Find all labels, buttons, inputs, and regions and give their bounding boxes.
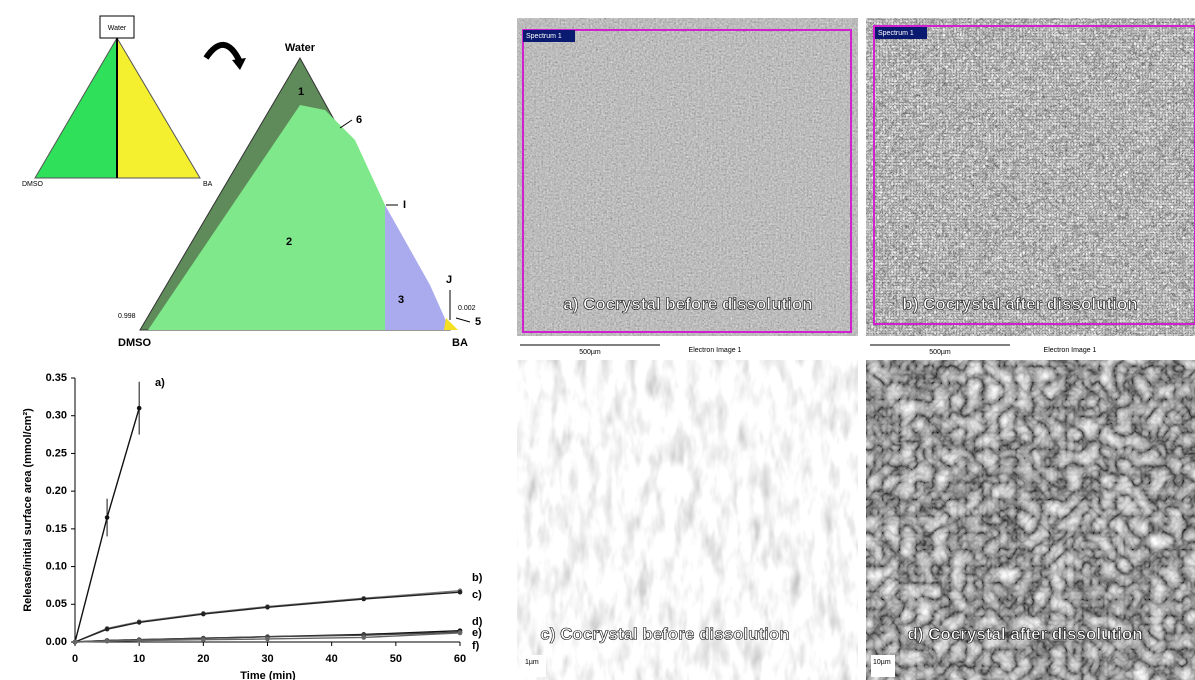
image-info: Electron Image 1 (689, 347, 742, 354)
data-point (201, 611, 206, 617)
caption: d) Cocrystal after dissolution (907, 624, 1142, 643)
marker-label: 6 (356, 114, 362, 126)
x-tick-label: 50 (390, 653, 402, 665)
image-info: Electron Image 1 (1044, 347, 1097, 354)
region (116, 36, 201, 179)
x-tick-label: 20 (197, 653, 209, 665)
scale-label: 1µm (525, 659, 539, 666)
caption: b) Cocrystal after dissolution (902, 294, 1137, 313)
y-tick-label: 0.25 (46, 447, 67, 459)
region (385, 205, 450, 330)
arrow-head (232, 58, 246, 70)
region-label: 1 (298, 86, 304, 98)
vertex-label: DMSO (22, 181, 44, 188)
y-tick-label: 0.15 (46, 523, 67, 535)
data-point (265, 636, 270, 642)
spectrum-label: Spectrum 1 (526, 33, 562, 40)
y-tick-label: 0.10 (46, 560, 67, 572)
data-point (265, 605, 270, 610)
caption: a) Cocrystal before dissolution (563, 294, 812, 313)
scale-box (871, 655, 895, 677)
large-ternary: Water DMSO BA 1 2 3 6 I J 5 0.998 0.002 (118, 42, 481, 349)
marker-label: J (446, 274, 452, 286)
sem-c: c) Cocrystal before dissolution 1µm (517, 360, 858, 680)
series-label: a) (155, 377, 165, 389)
scale-box (522, 655, 546, 677)
y-tick-label: 0.05 (46, 598, 67, 610)
sem-b: Spectrum 1 b) Cocrystal after dissolutio… (866, 18, 1195, 356)
spectrum-label: Spectrum 1 (878, 30, 914, 37)
y-tick-label: 0.35 (46, 372, 67, 384)
image (866, 360, 1195, 680)
data-point (136, 638, 142, 643)
region-label: 2 (286, 236, 292, 248)
x-tick-label: 40 (326, 653, 338, 665)
image (866, 18, 1195, 336)
data-point (104, 638, 110, 644)
series-label: d) (472, 616, 483, 628)
sem-a: Spectrum 1 a) Cocrystal before dissoluti… (517, 18, 858, 356)
y-tick-label: 0.00 (46, 636, 67, 648)
small-ternary: Water DMSO BA (22, 15, 246, 188)
series-label: e) (472, 627, 482, 639)
region (444, 318, 458, 330)
annotation: 0.002 (458, 305, 476, 312)
scale-label: 10µm (873, 659, 891, 666)
data-point (457, 589, 463, 595)
data-point (457, 630, 463, 636)
image (517, 360, 858, 680)
scale-label: 500µm (579, 349, 601, 356)
data-point (72, 639, 78, 645)
marker-label: I (403, 199, 406, 211)
series-label: b) (472, 572, 483, 584)
region-label: 3 (398, 294, 404, 306)
series-label: c) (472, 589, 482, 601)
y-axis-label: Release/initial surface area (mmol/cm²) (22, 408, 34, 612)
pointer (339, 119, 353, 129)
sem-d: d) Cocrystal after dissolution 10µm (866, 360, 1195, 680)
vertex-label: Water (285, 42, 316, 54)
y-tick-label: 0.30 (46, 410, 67, 422)
data-point (136, 620, 142, 625)
image (517, 18, 858, 336)
zoom-box (99, 15, 135, 39)
data-point (361, 635, 367, 640)
vertex-label: DMSO (118, 337, 151, 349)
data-point (361, 596, 367, 602)
label-bg (875, 27, 927, 39)
x-tick-label: 60 (454, 653, 466, 665)
vertex-label: BA (203, 181, 213, 188)
arrow (203, 42, 243, 64)
x-tick-label: 30 (261, 653, 273, 665)
vertex-label: Water (108, 25, 127, 32)
x-tick-label: 10 (133, 653, 145, 665)
data-point (201, 637, 206, 643)
region (34, 36, 118, 179)
line-chart: Release/initial surface area (mmol/cm²) … (22, 372, 483, 680)
annotation: 0.998 (118, 313, 136, 320)
data-point (104, 515, 110, 520)
series-label: f) (472, 640, 480, 652)
label-bg (523, 30, 575, 42)
data-point (104, 626, 110, 632)
scale-label: 500µm (929, 349, 951, 356)
region (148, 105, 385, 330)
caption: c) Cocrystal before dissolution (540, 624, 789, 643)
vertex-label: BA (452, 337, 468, 349)
y-tick-label: 0.20 (46, 485, 67, 497)
frame (522, 29, 852, 333)
pointer (455, 317, 471, 323)
x-tick-label: 0 (72, 653, 78, 665)
marker-label: 5 (475, 316, 481, 328)
data-point (136, 405, 142, 411)
x-axis-label: Time (min) (240, 670, 296, 680)
frame (873, 25, 1195, 325)
